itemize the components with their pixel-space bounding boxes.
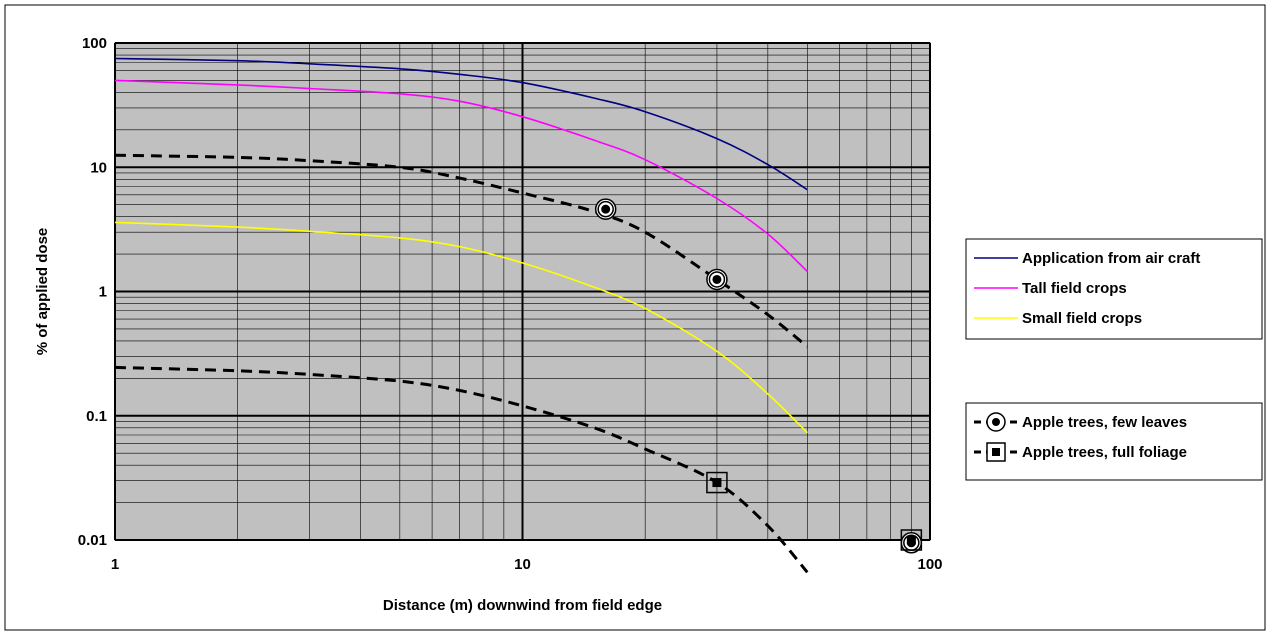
legend-entry-label: Apple trees, full foliage	[1022, 444, 1187, 461]
y-axis-title: % of applied dose	[34, 228, 51, 356]
x-tick-label: 1	[111, 556, 119, 573]
legend-entry-label: Application from air craft	[1022, 250, 1200, 267]
y-tick-label: 0.01	[78, 532, 107, 549]
tick-labels: 0.01 0.1 1 10 100 1 10 100	[78, 35, 943, 573]
marker-square-outer	[900, 529, 923, 551]
legend-marker-dot	[992, 418, 1000, 426]
legend-box-0	[965, 238, 1263, 340]
marker-circle-ring	[708, 271, 726, 288]
series-line-0	[114, 57, 808, 191]
y-tick-label: 1	[99, 284, 107, 301]
y-tick-label: 10	[90, 159, 107, 176]
marker-circle-dot	[601, 204, 611, 214]
legend-box-1	[965, 402, 1263, 481]
y-tick-label: 100	[82, 35, 107, 52]
legend-entry-label: Tall field crops	[1022, 280, 1127, 297]
legend: Application from air craft Tall field cro…	[965, 238, 1263, 481]
marker-layer	[594, 198, 923, 554]
legend-entry-label: Apple trees, few leaves	[1022, 414, 1187, 431]
legend-entry-label: Small field crops	[1022, 310, 1142, 327]
x-tick-label: 100	[917, 556, 942, 573]
marker-square-outer	[706, 471, 728, 494]
marker-circle-ring	[597, 200, 614, 218]
x-axis-title: Distance (m) downwind from field edge	[383, 597, 662, 614]
major-gridlines	[114, 42, 931, 541]
legend-marker-square-dot	[992, 448, 1000, 456]
x-tick-label: 10	[514, 556, 531, 573]
series-line-1	[114, 79, 808, 273]
marker-circle-dot	[712, 274, 722, 284]
marker-square-dot	[906, 535, 916, 545]
marker-square-dot	[712, 478, 722, 488]
series-line-2	[114, 221, 808, 434]
y-tick-label: 0.1	[86, 408, 107, 425]
